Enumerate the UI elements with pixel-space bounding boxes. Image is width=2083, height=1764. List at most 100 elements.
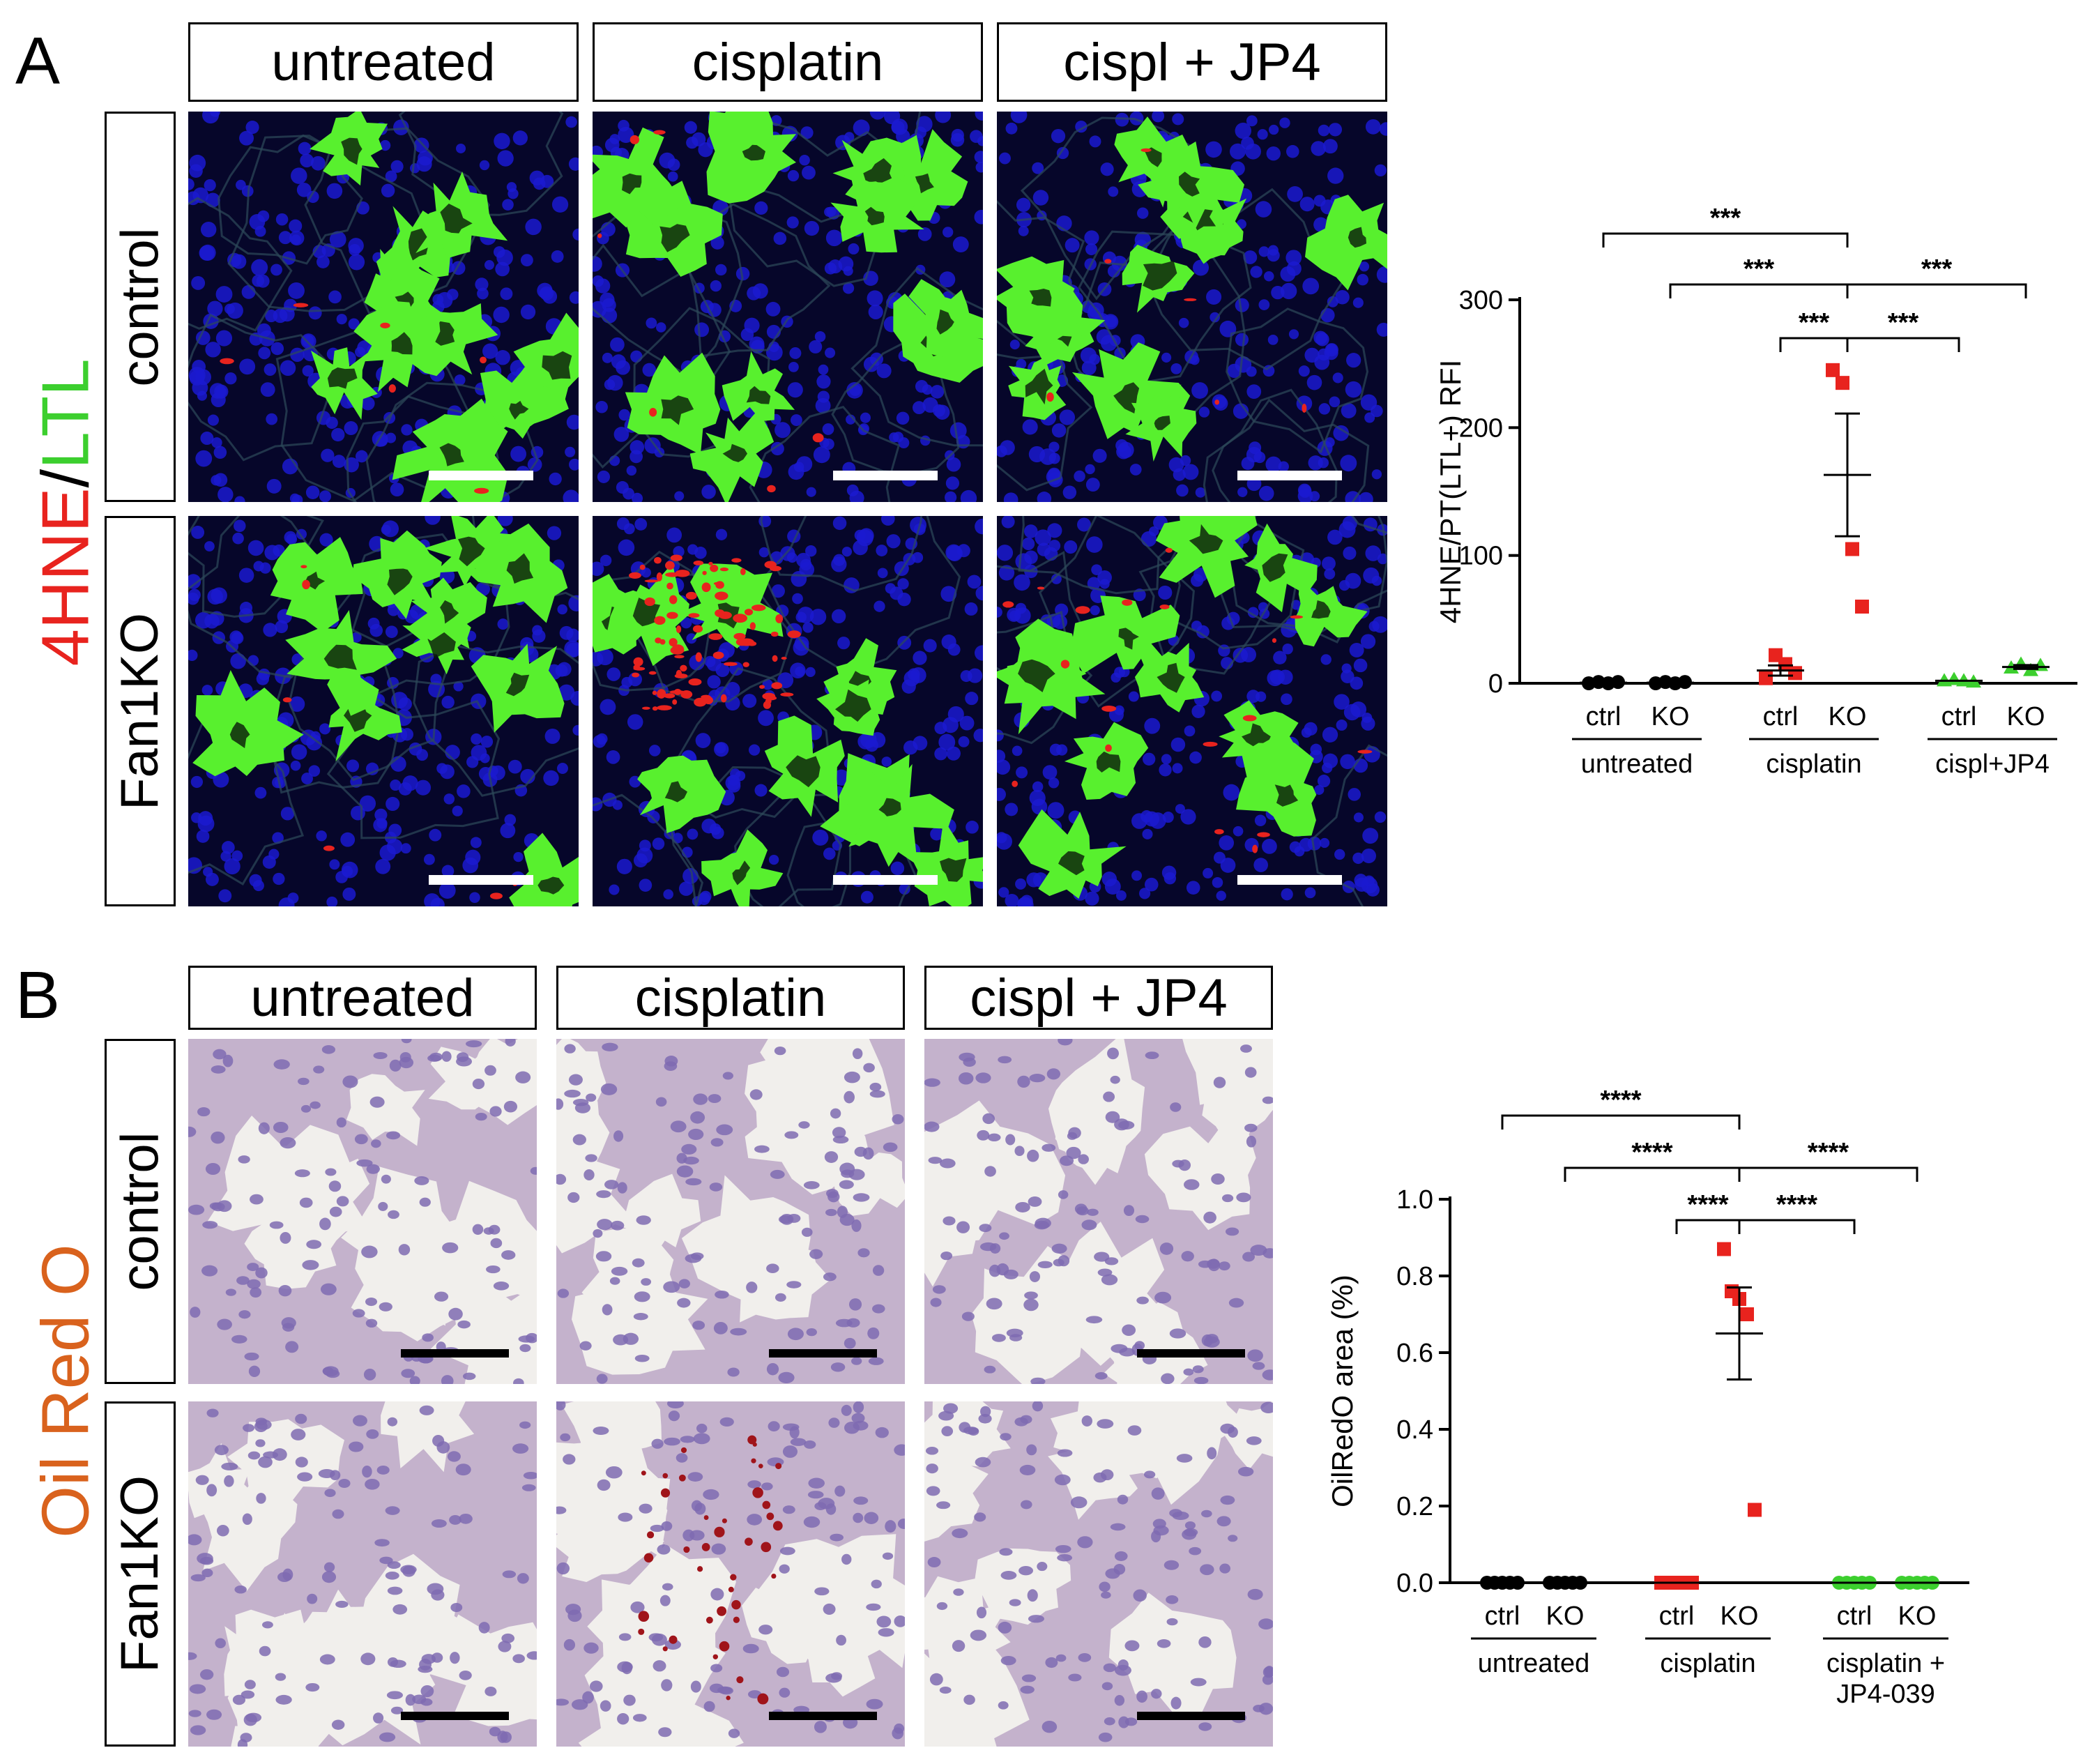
significance-label: **** xyxy=(1631,1138,1672,1167)
micrograph-a-control-untreated xyxy=(188,112,579,502)
data-point xyxy=(1788,666,1802,680)
group-label: cisplatin + xyxy=(1826,1649,1945,1678)
micrograph-a-fan1ko-cisplatin xyxy=(593,516,983,906)
x-category-label: KO xyxy=(1546,1602,1585,1631)
chart-a-4hne-rfi: 0 100 200 300 4HNE/PT(LTL+) RFI ctrl KO ctrl KO c… xyxy=(1434,204,2077,779)
panel-b-letter: B xyxy=(15,958,61,1033)
brightfield-image xyxy=(188,1401,537,1747)
micrograph-b-control-cisplatin xyxy=(556,1039,905,1384)
group-label: untreated xyxy=(1478,1649,1590,1678)
y-axis-label: OilRedO area (%) xyxy=(1326,1275,1359,1507)
x-category-label: ctrl xyxy=(1837,1602,1872,1631)
panel-b-column-header-untreated: untreated xyxy=(188,966,537,1030)
fluorescence-image xyxy=(593,516,983,906)
scale-bar xyxy=(1137,1712,1245,1720)
brightfield-image xyxy=(924,1039,1273,1384)
data-point xyxy=(1826,363,1840,377)
significance-bracket xyxy=(1846,283,2027,298)
y-tick-label: 1.0 xyxy=(1396,1185,1433,1215)
group-label: cisplatin xyxy=(1660,1649,1755,1678)
data-point xyxy=(1717,1242,1731,1256)
x-category-label: ctrl xyxy=(1586,702,1622,731)
significance-label: *** xyxy=(1888,308,1919,337)
significance-bracket xyxy=(1501,1114,1741,1130)
data-point xyxy=(1759,671,1773,685)
fluorescence-image xyxy=(997,112,1387,502)
significance-bracket xyxy=(1738,1219,1856,1234)
scale-bar xyxy=(1137,1349,1245,1358)
micrograph-a-control-cispl-jp4 xyxy=(997,112,1387,502)
data-point xyxy=(1836,376,1849,390)
significance-bracket xyxy=(1564,1166,1741,1182)
scale-bar xyxy=(769,1349,877,1358)
fluorescence-image xyxy=(188,112,579,502)
scale-bar xyxy=(1237,875,1342,885)
significance-label: **** xyxy=(1600,1086,1641,1115)
significance-label: **** xyxy=(1776,1190,1817,1219)
panel-b-row-header-control: control xyxy=(105,1039,176,1384)
panel-a-column-header-untreated: untreated xyxy=(188,22,579,102)
panel-a-row-header-control: control xyxy=(105,112,176,502)
y-tick-label: 0 xyxy=(1488,669,1503,699)
significance-bracket xyxy=(1675,1219,1741,1234)
significance-bracket xyxy=(1669,283,1849,298)
group-label: untreated xyxy=(1581,750,1693,779)
panel-a-column-header-cispl-jp4: cispl + JP4 xyxy=(997,22,1387,102)
micrograph-b-control-cispl-jp4 xyxy=(924,1039,1273,1384)
y-tick-label: 0.8 xyxy=(1396,1262,1433,1291)
panel-a-row-header-fan1ko: Fan1KO xyxy=(105,516,176,906)
scale-bar xyxy=(1237,471,1342,480)
brightfield-image xyxy=(556,1039,905,1384)
significance-label: **** xyxy=(1687,1190,1728,1219)
micrograph-a-fan1ko-cispl-jp4 xyxy=(997,516,1387,906)
scale-bar xyxy=(429,471,533,480)
y-tick-label: 0.0 xyxy=(1396,1569,1433,1598)
group-label: cisplatin xyxy=(1766,750,1861,779)
scale-bar xyxy=(769,1712,877,1720)
fluorescence-image xyxy=(593,112,983,502)
panel-a-letter: A xyxy=(15,24,61,98)
stain-separator: / xyxy=(29,469,104,488)
x-category-label: ctrl xyxy=(1485,1602,1520,1631)
panel-b-row-header-fan1ko: Fan1KO xyxy=(105,1401,176,1747)
x-category-label: ctrl xyxy=(1941,702,1977,731)
significance-label: *** xyxy=(1744,254,1775,284)
panel-b-column-header-cisplatin: cisplatin xyxy=(556,966,905,1030)
brightfield-image xyxy=(924,1401,1273,1747)
data-point xyxy=(1748,1503,1762,1517)
significance-bracket xyxy=(1738,1166,1918,1182)
brightfield-image xyxy=(188,1039,537,1384)
y-tick-label: 0.6 xyxy=(1396,1339,1433,1368)
x-category-label: KO xyxy=(1651,702,1690,731)
y-tick-label: 0.2 xyxy=(1396,1492,1433,1521)
panel-b-column-header-cispl-jp4: cispl + JP4 xyxy=(924,966,1273,1030)
significance-label: *** xyxy=(1710,204,1741,233)
stain-oil-red-o: Oil Red O xyxy=(29,1244,104,1538)
x-category-label: KO xyxy=(1720,1602,1759,1631)
micrograph-b-fan1ko-cispl-jp4 xyxy=(924,1401,1273,1747)
micrograph-b-fan1ko-untreated xyxy=(188,1401,537,1747)
x-category-label: KO xyxy=(1829,702,1867,731)
y-tick-label: 200 xyxy=(1459,413,1503,443)
y-tick-label: 300 xyxy=(1459,286,1503,315)
brightfield-image xyxy=(556,1401,905,1747)
significance-label: *** xyxy=(1799,308,1830,337)
micrograph-b-fan1ko-cisplatin xyxy=(556,1401,905,1747)
data-point xyxy=(1740,1307,1754,1321)
scale-bar xyxy=(401,1349,509,1358)
x-category-label: ctrl xyxy=(1659,1602,1695,1631)
significance-bracket xyxy=(1846,337,1960,352)
data-point xyxy=(1855,600,1869,614)
group-label: cispl+JP4 xyxy=(1935,750,2050,779)
scale-bar xyxy=(401,1712,509,1720)
scale-bar xyxy=(833,875,938,885)
scale-bar xyxy=(429,875,533,885)
panel-b-stain-label: Oil Red O xyxy=(28,1039,105,1743)
stain-4hne: 4HNE xyxy=(29,487,104,667)
x-category-label: ctrl xyxy=(1763,702,1799,731)
panel-a-column-header-cisplatin: cisplatin xyxy=(593,22,983,102)
significance-bracket xyxy=(1779,337,1849,352)
y-tick-label: 0.4 xyxy=(1396,1415,1433,1445)
data-point xyxy=(1845,542,1859,556)
chart-b-oilredo-area: 0.0 0.2 0.4 0.6 0.8 1.0 OilRedO area (%) ctrl KO… xyxy=(1326,1086,1969,1709)
